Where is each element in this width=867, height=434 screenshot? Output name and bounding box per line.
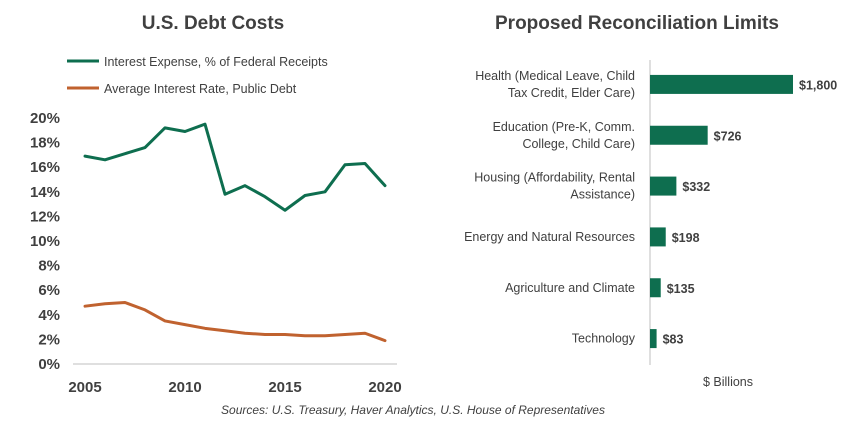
legend: Interest Expense, % of Federal Receipts …: [67, 55, 328, 96]
x-axis-unit-label: $ Billions: [703, 375, 753, 389]
y-tick-label: 4%: [38, 307, 60, 324]
bar: [650, 227, 666, 247]
bar-value-label: $726: [714, 129, 742, 143]
legend-label-interest-expense: Interest Expense, % of Federal Receipts: [104, 55, 328, 69]
bar: [650, 74, 793, 94]
bar-category-label: Technology: [572, 332, 636, 346]
right-chart-title: Proposed Reconciliation Limits: [495, 13, 779, 34]
left-chart-title: U.S. Debt Costs: [142, 13, 285, 34]
x-tick-label: 2005: [68, 379, 101, 396]
bar-value-label: $83: [663, 333, 684, 347]
x-tick-label: 2015: [268, 379, 301, 396]
y-tick-label: 6%: [38, 282, 60, 299]
y-tick-label: 20%: [30, 110, 60, 127]
y-tick-label: 2%: [38, 331, 60, 348]
bar-value-label: $332: [682, 180, 710, 194]
x-tick-label: 2010: [168, 379, 201, 396]
y-tick-label: 8%: [38, 258, 60, 275]
source-note: Sources: U.S. Treasury, Haver Analytics,…: [221, 403, 605, 417]
y-tick-label: 10%: [30, 233, 60, 250]
bar: [650, 329, 657, 349]
bar-value-label: $1,800: [799, 78, 837, 92]
y-tick-label: 16%: [30, 159, 60, 176]
line-chart-plot: [83, 122, 387, 343]
bar: [650, 176, 677, 196]
bar-category-label: Agriculture and Climate: [505, 281, 635, 295]
y-tick-label: 18%: [30, 135, 60, 152]
bar-value-label: $135: [667, 282, 695, 296]
series-line-avg-interest-rate: [83, 301, 387, 343]
y-tick-label: 0%: [38, 356, 60, 373]
bar: [650, 278, 661, 298]
y-tick-label: 12%: [30, 208, 60, 225]
bar: [650, 125, 708, 145]
bar-chart-plot: $1,800 Health (Medical Leave, Child Tax Cr…: [464, 60, 837, 365]
legend-label-avg-interest-rate: Average Interest Rate, Public Debt: [104, 82, 297, 96]
series-line-interest-expense: [83, 122, 387, 212]
bar-category-label: Education (Pre-K, Comm. College, Child Ca…: [493, 120, 635, 151]
bar-category-label: Energy and Natural Resources: [464, 230, 635, 244]
y-tick-label: 14%: [30, 184, 60, 201]
x-tick-label: 2020: [368, 379, 401, 396]
bar-value-label: $198: [672, 231, 700, 245]
line-chart-axes: 0% 2% 4% 6% 8% 10% 12% 14% 16% 18% 20% 2005 2010 2015…: [30, 110, 402, 396]
bar-category-label: Housing (Affordability, Rental Assistance…: [474, 171, 635, 202]
bar-category-label: Health (Medical Leave, Child Tax Credit, …: [475, 69, 635, 100]
